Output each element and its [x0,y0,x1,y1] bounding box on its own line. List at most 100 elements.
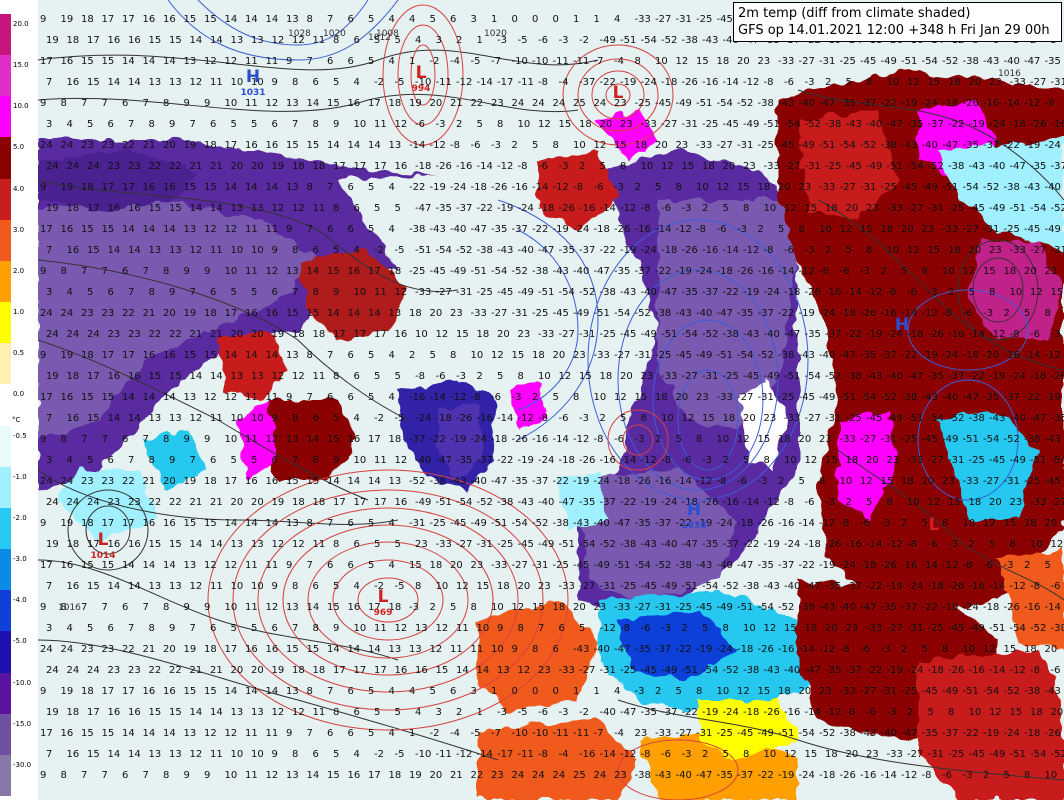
temperature-value: -6 [983,560,993,571]
temperature-value: -8 [717,476,727,487]
temperature-value: 10 [251,581,264,592]
pressure-value: 1014 [90,551,115,561]
temperature-value: 17 [354,161,367,172]
temperature-value: 22 [471,98,484,109]
temperature-value: -24 [819,308,835,319]
temperature-value: 11 [210,749,223,760]
temperature-value: -40 [942,392,958,403]
temperature-value: -8 [696,224,706,235]
temperature-value: -33 [1010,77,1026,88]
temperature-value: 15 [102,224,115,235]
temperature-value: 18 [292,329,305,340]
temperature-value: -47 [538,245,554,256]
temperature-value: -27 [579,581,595,592]
temperature-value: 6 [313,581,319,592]
temperature-value: -31 [928,749,944,760]
temperature-value: 2 [635,182,641,193]
temperature-value: 20 [922,476,935,487]
temperature-value: 8 [333,203,339,214]
temperature-value: -31 [702,371,718,382]
temperature-value: -26 [881,560,897,571]
temperature-value: 4 [67,623,73,634]
temperature-value: 15 [409,560,422,571]
temperature-value: -43 [573,644,589,655]
temperature-value: 23 [128,665,141,676]
temperature-value: -52 [1051,749,1064,760]
temperature-value: 16 [143,182,156,193]
temperature-value: -12 [819,644,835,655]
temperature-value: -54 [641,35,657,46]
temperature-value: -8 [887,287,897,298]
temperature-value: -25 [778,392,794,403]
temperature-value: 23 [538,581,551,592]
temperature-value: 6 [354,707,360,718]
temperature-value: 10 [963,518,976,529]
temperature-value: 12 [266,434,279,445]
temperature-value: 17 [354,329,367,340]
temperature-value: -4 [450,728,460,739]
low-pressure-marker: L [416,63,427,83]
temperature-value: 24 [594,770,607,781]
temperature-value: 11 [266,56,279,67]
temperature-value: -3 [702,455,712,466]
temperature-value: -26 [840,770,856,781]
temperature-value: -6 [682,455,692,466]
temperature-value: 7 [307,224,313,235]
temperature-value: 18 [389,98,402,109]
temperature-value: 9 [286,224,292,235]
temperature-value: -18 [682,497,698,508]
temperature-value: 24 [61,308,74,319]
temperature-value: -47 [471,224,487,235]
temperature-value: 13 [286,602,299,613]
temperature-value: 14 [143,560,156,571]
temperature-value: -38 [969,413,985,424]
temperature-value: 6 [348,14,354,25]
temperature-value: -18 [661,245,677,256]
temperature-value: 10 [764,749,777,760]
temperature-value: 9 [184,266,190,277]
temperature-value: -14 [477,77,493,88]
temperature-value: 14 [190,371,203,382]
temperature-value: -14 [866,539,882,550]
temperature-value: 20 [251,161,264,172]
temperature-value: -37 [737,770,753,781]
temperature-value: -25 [477,287,493,298]
temperature-value: 16 [108,35,121,46]
temperature-value: 9 [169,119,175,130]
temperature-value: 16 [348,770,361,781]
temperature-value: 10 [641,161,654,172]
temperature-value: -37 [758,308,774,319]
temperature-value: -22 [553,476,569,487]
temperature-value: -35 [579,497,595,508]
temperature-value: -6 [471,140,481,151]
temperature-value: -25 [497,539,513,550]
temperature-value: 10 [717,686,730,697]
temperature-value: 5 [723,203,729,214]
temperature-value: -14 [846,287,862,298]
temperature-value: 12 [840,224,853,235]
temperature-value: 4 [415,35,421,46]
temperature-value: 9 [169,287,175,298]
temperature-value: 9 [40,518,46,529]
temperature-value: -43 [1045,434,1061,445]
temperature-value: 8 [743,203,749,214]
temperature-value: 16 [61,392,74,403]
temperature-value: 18 [1024,518,1037,529]
temperature-value: 23 [81,308,94,319]
temperature-value: 17 [102,350,115,361]
temperature-value: -35 [922,728,938,739]
temperature-value: -33 [635,14,651,25]
temperature-value: -22 [881,98,897,109]
temperature-value: -8 [1010,329,1020,340]
temperature-value: -26 [682,245,698,256]
temperature-value: -3 [758,476,768,487]
temperature-value: 16 [143,686,156,697]
temperature-value: -19 [989,371,1005,382]
temperature-value: -45 [989,455,1005,466]
temperature-value: 20 [251,665,264,676]
temperature-value: -12 [743,245,759,256]
temperature-value: -12 [942,560,958,571]
temperature-value: -11 [436,77,452,88]
temperature-value: -54 [1030,203,1046,214]
temperature-value: 15 [184,686,197,697]
